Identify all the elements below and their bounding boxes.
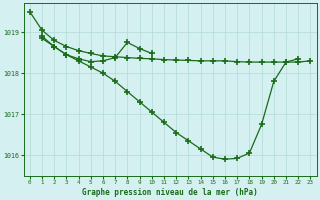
- X-axis label: Graphe pression niveau de la mer (hPa): Graphe pression niveau de la mer (hPa): [82, 188, 258, 197]
